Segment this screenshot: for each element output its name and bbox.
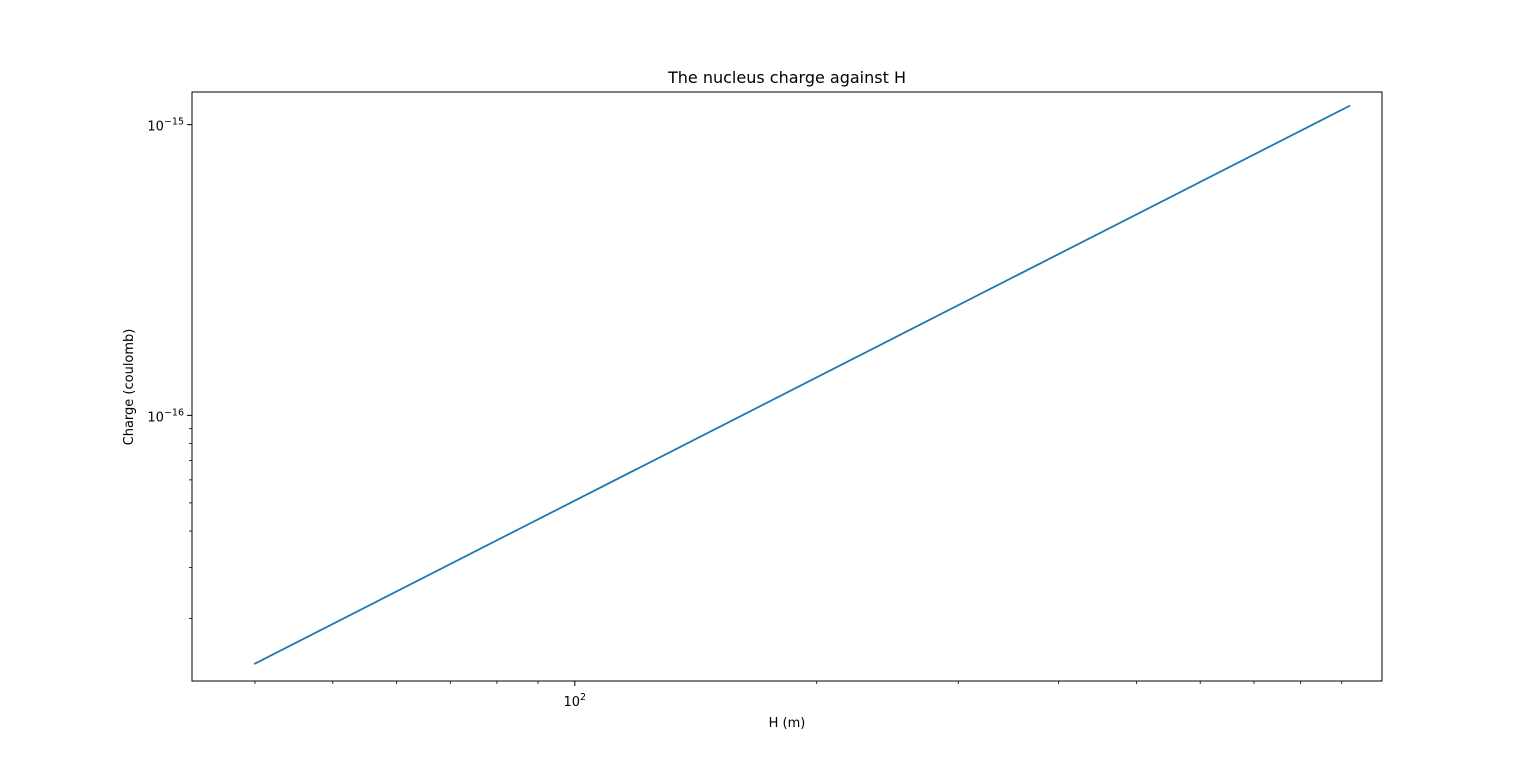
series-line-0: [253, 104, 1351, 665]
series-layer: [253, 104, 1351, 665]
plot-area: [191, 91, 1383, 682]
x-axis-ticks: 102: [254, 681, 1343, 710]
y-tick-label-1: 10−16: [147, 407, 184, 425]
y-tick-label-0-base: 10: [147, 120, 164, 135]
x-tick-label-0: 102: [563, 692, 586, 710]
x-tick-label-0-base: 10: [563, 695, 580, 710]
y-tick-label-1-base: 10: [147, 410, 164, 425]
y-axis-label: Charge (coulomb): [122, 329, 137, 446]
chart-title: The nucleus charge against H: [667, 68, 906, 87]
y-tick-label-0-exponent: −15: [164, 117, 184, 128]
x-axis-label: H (m): [769, 716, 806, 731]
axes-frame: [191, 91, 1383, 682]
y-tick-label-0: 10−15: [147, 117, 184, 135]
x-tick-label-0-exponent: 2: [580, 692, 586, 703]
y-tick-label-1-exponent: −16: [164, 407, 184, 418]
